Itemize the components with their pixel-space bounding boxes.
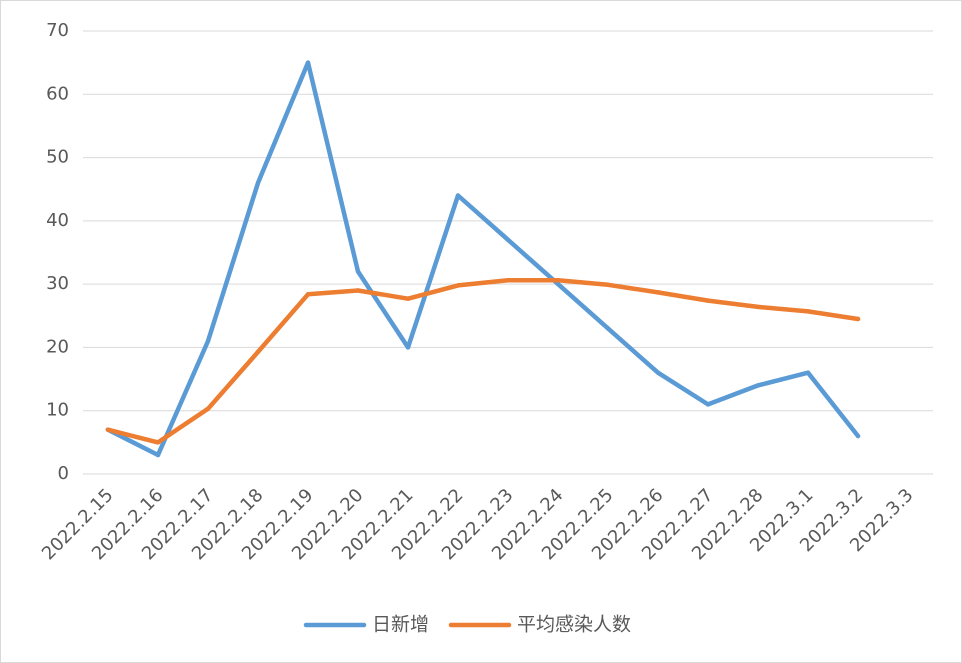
data-point [355,269,361,274]
y-tick-label: 0 [58,463,69,484]
y-tick-label: 40 [46,210,69,231]
data-point [605,326,611,331]
y-tick-label: 30 [46,273,69,294]
data-point [255,349,261,355]
data-point [655,370,661,375]
data-point [855,433,861,439]
data-point [105,427,111,432]
data-point [855,316,861,322]
data-point [155,440,161,445]
data-point [755,304,761,310]
data-point [355,288,361,293]
y-tick-label: 20 [46,336,69,357]
data-point [705,298,711,303]
data-point [155,452,161,458]
legend: 日新增 平均感染人数 [303,614,631,636]
y-tick-label: 70 [46,20,69,41]
x-axis-ticks: 2022.2.152022.2.162022.2.172022.2.182022… [38,485,918,565]
series-line-2 [105,278,861,445]
data-point [455,193,461,198]
data-point [405,296,411,301]
data-point [505,278,511,283]
data-point [405,345,411,350]
data-point [655,290,661,295]
data-point [555,278,561,283]
data-point [555,281,561,287]
data-point [305,60,311,65]
data-point [205,406,211,412]
y-tick-label: 50 [46,147,69,168]
data-point [305,292,311,297]
data-point [755,383,761,388]
y-axis-ticks: 0 10 20 30 40 50 60 70 [46,20,69,484]
data-point [505,237,511,243]
data-point [205,338,211,344]
legend-label-2: 平均感染人数 [517,614,631,636]
y-tick-label: 60 [46,83,69,104]
series-lines [105,60,861,458]
legend-label-1: 日新增 [372,614,429,636]
data-point [455,283,461,288]
data-point [255,180,261,186]
y-tick-label: 10 [46,400,69,421]
data-point [805,370,811,375]
data-point [805,309,811,314]
series-line-1 [105,60,861,458]
data-point [605,282,611,287]
data-point [705,402,711,407]
